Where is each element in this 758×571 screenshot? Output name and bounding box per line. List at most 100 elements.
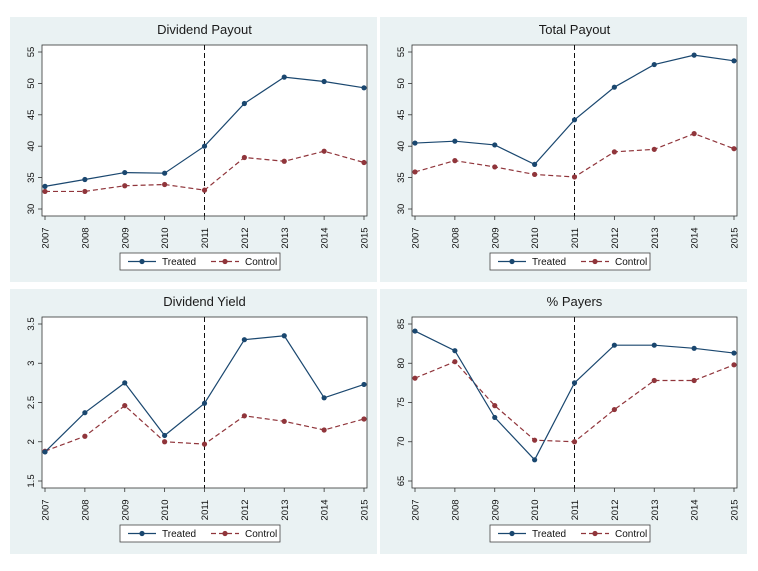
legend-marker-control: [592, 530, 598, 537]
data-point-treated: [281, 74, 287, 80]
data-point-control: [122, 183, 128, 189]
x-tick-label: 2008: [450, 499, 461, 520]
data-point-control: [42, 188, 48, 195]
chart-panel-payers: % Payers 65 70 75 80 85 2007 2008 2009 2010 2011 20…: [380, 289, 747, 554]
y-tick-label: 80: [396, 358, 407, 369]
y-tick-label: 50: [26, 78, 37, 89]
x-tick-label: 2012: [610, 499, 621, 520]
data-point-treated: [241, 337, 247, 343]
data-point-treated: [731, 350, 737, 356]
data-point-treated: [361, 85, 367, 91]
data-point-control: [731, 362, 737, 368]
x-tick-label: 2014: [690, 227, 701, 248]
x-tick-label: 2015: [360, 227, 371, 248]
x-tick-label: 2007: [41, 499, 52, 520]
legend-label-treated: Treated: [532, 257, 566, 268]
x-tick-label: 2015: [360, 499, 371, 520]
x-tick-label: 2007: [411, 499, 422, 520]
data-point-treated: [691, 345, 697, 351]
legend-label-treated: Treated: [532, 529, 566, 540]
chart-title: % Payers: [547, 294, 603, 309]
x-tick-label: 2014: [320, 227, 331, 248]
data-point-control: [492, 403, 498, 409]
data-point-treated: [241, 100, 247, 107]
y-tick-label: 30: [26, 204, 37, 215]
legend-box: [489, 524, 651, 543]
data-point-control: [412, 375, 418, 381]
data-point-control: [281, 418, 287, 424]
legend-marker-treated: [509, 258, 515, 265]
data-point-treated: [651, 61, 657, 68]
data-point-treated: [571, 380, 578, 386]
legend-marker-treated: [139, 530, 145, 537]
chart-panel-total-payout: Total Payout 30 35 40 45 50 55 2007 2008 2009 2010…: [380, 17, 747, 282]
data-point-treated: [532, 161, 538, 168]
y-tick-label: 45: [26, 110, 37, 121]
chart-title: Dividend Yield: [163, 294, 245, 309]
legend-marker-control: [222, 530, 228, 537]
data-point-control: [361, 159, 367, 166]
chart-panel-dividend-yield: Dividend Yield 1.5 2 2.5 3 3.5 2007 2008 2009 201…: [10, 289, 377, 554]
legend-marker-control: [592, 258, 598, 265]
data-point-control: [452, 158, 458, 164]
x-tick-label: 2011: [200, 228, 211, 248]
data-point-treated: [321, 78, 327, 85]
data-point-treated: [361, 381, 367, 388]
data-point-treated: [122, 169, 128, 176]
x-tick-label: 2011: [200, 500, 211, 520]
data-point-treated: [571, 117, 578, 123]
data-point-control: [162, 181, 168, 188]
x-tick-label: 2010: [160, 227, 171, 248]
data-point-control: [281, 158, 287, 164]
y-tick-label: 50: [396, 78, 407, 89]
x-tick-label: 2007: [41, 227, 52, 248]
data-point-control: [412, 169, 418, 175]
data-point-control: [532, 171, 538, 178]
data-point-treated: [201, 143, 208, 149]
data-point-treated: [201, 400, 208, 406]
data-point-treated: [412, 140, 418, 146]
x-tick-label: 2014: [690, 499, 701, 520]
data-point-control: [691, 377, 697, 384]
data-point-control: [321, 148, 327, 154]
data-point-treated: [452, 348, 458, 354]
x-tick-label: 2010: [530, 227, 541, 248]
data-point-treated: [492, 414, 498, 421]
data-point-treated: [611, 342, 617, 348]
data-point-control: [571, 174, 578, 180]
x-tick-label: 2015: [730, 499, 741, 520]
y-tick-label: 30: [396, 204, 407, 215]
data-point-treated: [122, 380, 128, 386]
x-tick-label: 2012: [610, 227, 621, 248]
data-point-control: [492, 164, 498, 170]
data-point-control: [162, 439, 168, 445]
y-tick-label: 2.5: [26, 396, 37, 409]
data-point-treated: [532, 457, 538, 463]
data-point-control: [452, 359, 458, 365]
x-tick-label: 2010: [530, 499, 541, 520]
data-point-control: [122, 403, 128, 409]
y-tick-label: 55: [26, 47, 37, 58]
data-point-control: [241, 413, 247, 419]
legend-marker-treated: [509, 530, 515, 537]
x-tick-label: 2012: [240, 499, 251, 520]
chart-svg: Dividend Payout 30 35 40 45 50 55 2007 2008 2009 2…: [26, 22, 371, 271]
x-tick-label: 2011: [570, 500, 581, 520]
y-tick-label: 45: [396, 110, 407, 121]
data-point-control: [571, 439, 578, 445]
chart-title: Total Payout: [539, 22, 611, 37]
x-tick-label: 2009: [490, 499, 501, 520]
chart-panel-dividend-payout: Dividend Payout 30 35 40 45 50 55 2007 2008 2009 2…: [10, 17, 377, 282]
data-point-treated: [82, 410, 88, 416]
x-tick-label: 2009: [120, 227, 131, 248]
y-tick-label: 75: [396, 397, 407, 408]
x-tick-label: 2011: [570, 228, 581, 248]
data-point-treated: [281, 333, 287, 339]
data-point-treated: [162, 432, 168, 439]
x-tick-label: 2012: [240, 227, 251, 248]
x-tick-label: 2007: [411, 227, 422, 248]
x-tick-label: 2009: [120, 499, 131, 520]
x-tick-label: 2008: [80, 499, 91, 520]
data-point-control: [321, 427, 327, 433]
data-point-control: [82, 433, 88, 439]
